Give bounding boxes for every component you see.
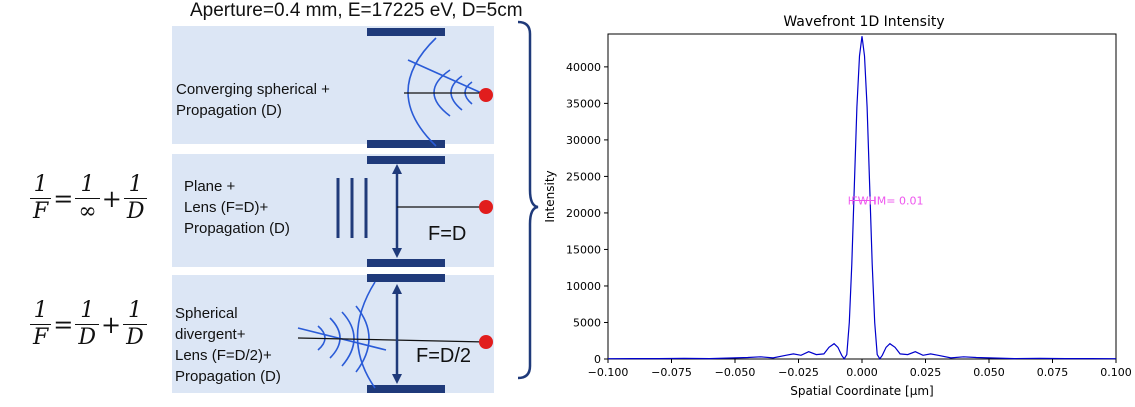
eq1-plus: + — [101, 184, 122, 213]
eq2-t1-den: D — [78, 325, 97, 350]
eq2-lhs-den: F — [33, 325, 49, 350]
converging-wavefronts — [407, 37, 487, 147]
aperture-bar-top-1 — [367, 28, 445, 36]
x-tick-label: 0.025 — [910, 366, 942, 379]
eq1-t2-den: D — [126, 199, 145, 224]
divergent-wavefronts — [297, 281, 387, 389]
group-bracket — [517, 20, 539, 380]
eq2-t2-den: D — [126, 325, 144, 350]
eq1-lhs-den: F — [33, 199, 49, 224]
y-tick-label: 5000 — [573, 316, 601, 329]
aperture-bar-bottom-1 — [367, 140, 445, 148]
aperture-bar-top-3 — [367, 274, 445, 282]
panel-label-1: Converging spherical + Propagation (D) — [176, 81, 330, 119]
lens-arrowhead-up-3 — [392, 284, 402, 294]
eq2-plus: + — [101, 310, 122, 339]
eq1-equals: = — [53, 184, 74, 213]
x-tick-label: −0.025 — [778, 366, 819, 379]
lens-arrowhead-down-3 — [392, 374, 402, 384]
aperture-bar-bottom-3 — [367, 385, 445, 393]
x-tick-label: 0.075 — [1037, 366, 1069, 379]
optics-diagram — [297, 20, 539, 393]
y-tick-label: 40000 — [566, 61, 601, 74]
x-tick-label: 0.100 — [1100, 366, 1132, 379]
x-axis: −0.100 −0.075 −0.050 −0.025 0.000 0.025 0.050 0… — [588, 359, 1132, 379]
eq1-t2-num: 1 — [123, 172, 148, 199]
lens-equation-1: 1 F = 1 ∞ +1 D — [30, 172, 148, 225]
lens-equation-2: 1 F = 1 D +1 D — [30, 298, 147, 351]
panel-converging — [172, 26, 494, 144]
x-tick-label: 0.000 — [846, 366, 878, 379]
y-axis: 0 5000 10000 15000 20000 25000 30000 35000 40000 — [566, 61, 608, 366]
x-tick-label: −0.050 — [715, 366, 756, 379]
panel-divergent — [172, 275, 494, 393]
eq2-equals: = — [53, 310, 74, 339]
intensity-chart: Wavefront 1D Intensity −0.100 −0.075 −0.05… — [543, 14, 1132, 398]
eq2-t1-num: 1 — [75, 298, 100, 325]
chart-title: Wavefront 1D Intensity — [783, 14, 944, 30]
panel-label-3: Spherical divergent+ Lens (F=D/2)+ Propa… — [175, 305, 281, 385]
eq1-t1-den: ∞ — [78, 199, 97, 224]
detector-point-1 — [479, 88, 493, 102]
axis-line-3 — [297, 337, 487, 343]
y-tick-label: 10000 — [566, 280, 601, 293]
x-tick-label: 0.050 — [973, 366, 1005, 379]
y-tick-label: 0 — [594, 353, 601, 366]
y-tick-label: 15000 — [566, 243, 601, 256]
y-tick-label: 25000 — [566, 170, 601, 183]
y-tick-label: 35000 — [566, 97, 601, 110]
panel-plane — [172, 154, 494, 267]
fwhm-label: FWHM= 0.01 — [851, 195, 923, 208]
focal-label-2: F=D/2 — [416, 345, 472, 367]
lens-arrowhead-up-2 — [392, 164, 402, 174]
lens-arrowhead-down-2 — [392, 248, 402, 258]
plane-wavefronts — [336, 178, 368, 238]
panel-label-2: Plane + Lens (F=D)+ Propagation (D) — [184, 178, 290, 237]
eq2-t2-num: 1 — [123, 298, 147, 325]
aperture-title: Aperture=0.4 mm, E=17225 eV, D=5cm — [190, 0, 523, 21]
aperture-bar-top-2 — [367, 156, 445, 164]
y-tick-label: 20000 — [566, 207, 601, 220]
x-tick-label: −0.075 — [651, 366, 692, 379]
aperture-bar-bottom-2 — [367, 259, 445, 267]
focal-label-1: F=D — [428, 223, 467, 245]
detector-point-3 — [479, 335, 493, 349]
eq1-t1-num: 1 — [75, 172, 100, 199]
x-tick-label: −0.100 — [588, 366, 629, 379]
detector-point-2 — [479, 200, 493, 214]
eq2-lhs-num: 1 — [30, 298, 52, 325]
fwhm-annotation: FWHM= 0.01 — [848, 195, 923, 208]
intensity-series-line — [607, 36, 1117, 360]
y-axis-label: Intensity — [543, 170, 557, 222]
x-axis-label: Spatial Coordinate [μm] — [790, 384, 933, 398]
y-tick-label: 30000 — [566, 134, 601, 147]
eq1-lhs-num: 1 — [30, 172, 52, 199]
